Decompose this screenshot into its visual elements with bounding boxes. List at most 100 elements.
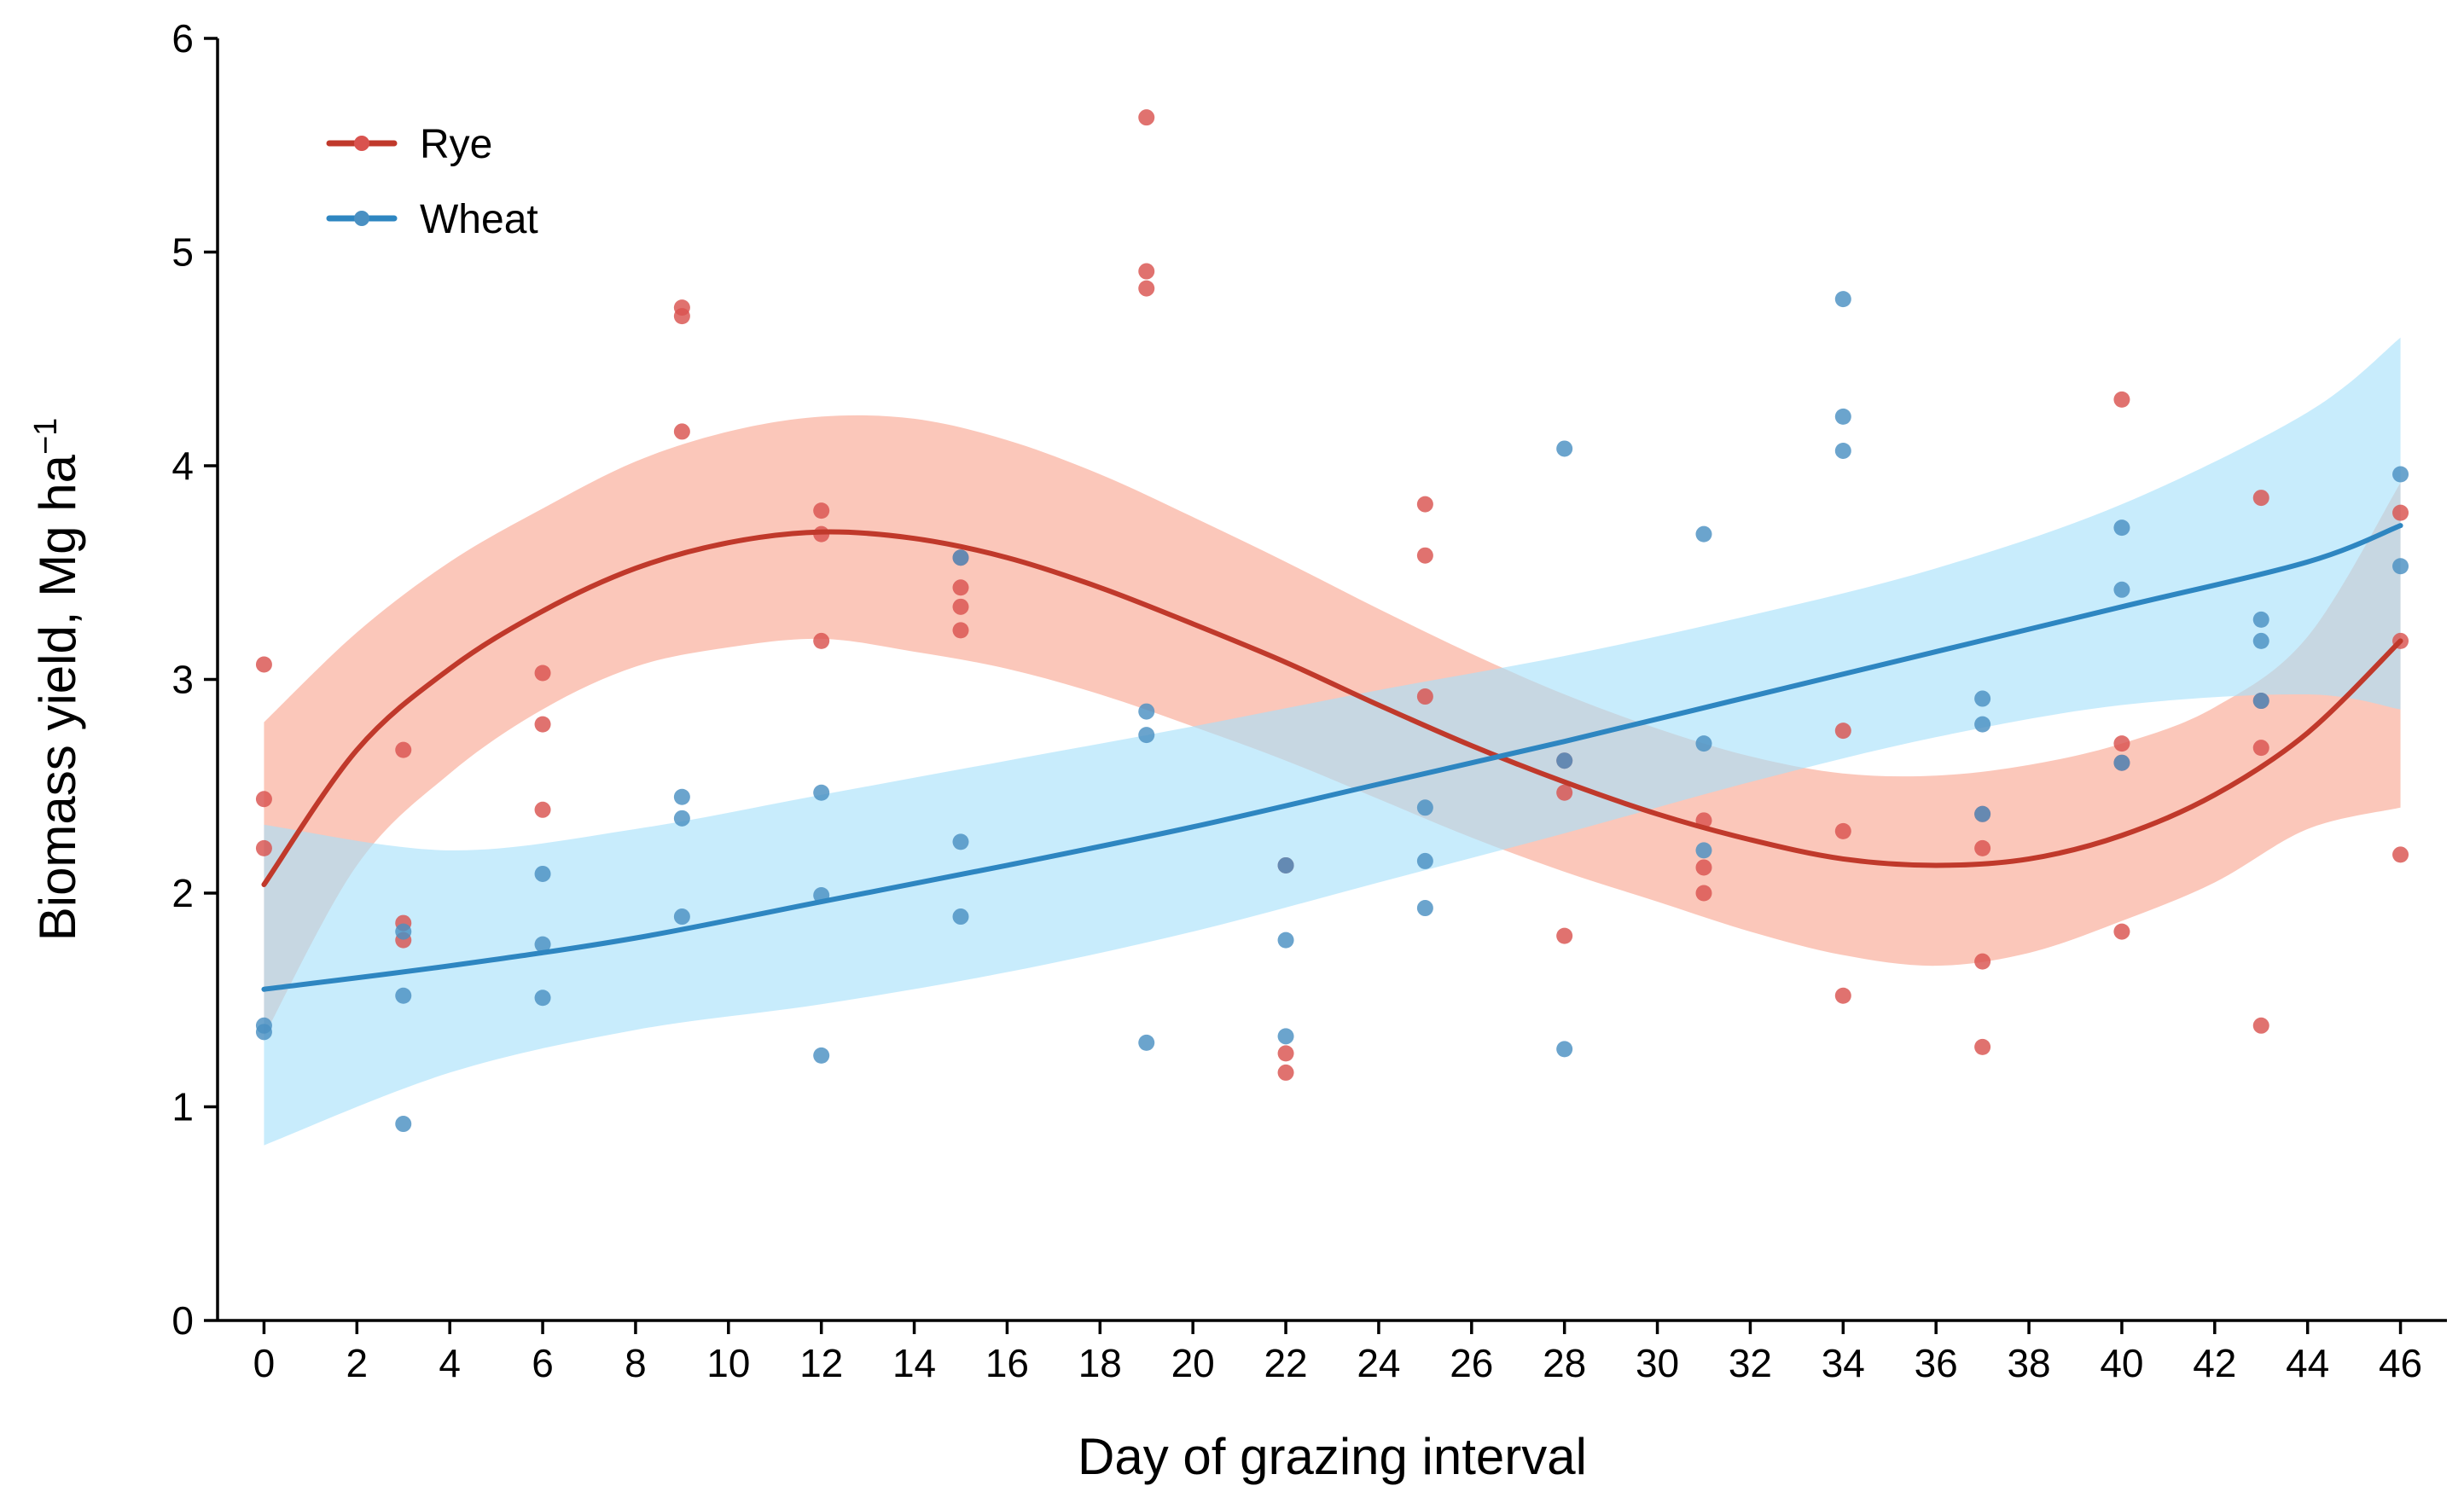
- data-point-wheat: [1974, 805, 1991, 822]
- data-point-rye: [1138, 109, 1155, 126]
- y-tick-label: 6: [171, 16, 194, 61]
- x-tick-label: 40: [2100, 1341, 2143, 1385]
- fit-line-rye: [261, 529, 2403, 887]
- data-point-rye: [2113, 735, 2130, 752]
- data-point-wheat: [255, 1024, 272, 1041]
- y-tick-label: 4: [171, 444, 194, 488]
- x-tick-label: 24: [1357, 1341, 1400, 1385]
- x-axis-title: Day of grazing interval: [1078, 1428, 1587, 1485]
- y-tick-label: 0: [171, 1298, 194, 1343]
- data-point-wheat: [1834, 442, 1851, 459]
- x-tick-label: 10: [706, 1341, 750, 1385]
- legend-item-wheat: Wheat: [326, 197, 538, 242]
- axes: 0 2 4 6 8 10 12 14 16 18 20 22 24 26 28 30 32 34 36 38 40 42 4…: [171, 16, 2447, 1385]
- fit-line-wheat: [261, 523, 2403, 992]
- data-point-wheat: [1974, 716, 1991, 733]
- data-point-wheat: [2392, 466, 2409, 483]
- x-tick-label: 26: [1450, 1341, 1493, 1385]
- data-point-rye: [534, 801, 551, 818]
- data-point-rye: [673, 308, 690, 325]
- legend-item-rye: Rye: [326, 122, 492, 167]
- data-point-rye: [1974, 1038, 1991, 1055]
- x-tick-label: 0: [253, 1341, 276, 1385]
- data-point-rye: [2252, 1017, 2269, 1034]
- data-point-rye: [1416, 547, 1433, 564]
- data-point-rye: [2392, 504, 2409, 521]
- data-point-wheat: [1277, 856, 1294, 873]
- x-tick-label: 22: [1264, 1341, 1307, 1385]
- x-tick-label: 16: [985, 1341, 1029, 1385]
- y-tick-label: 2: [171, 871, 194, 915]
- legend-marker-rye: [354, 136, 369, 151]
- data-point-wheat: [2113, 519, 2130, 537]
- data-point-rye: [1556, 784, 1573, 801]
- data-point-rye: [1695, 859, 1712, 876]
- data-point-rye: [255, 791, 272, 808]
- legend: Rye Wheat: [326, 122, 538, 242]
- data-point-wheat: [1416, 852, 1433, 869]
- data-point-rye: [534, 665, 551, 682]
- data-point-wheat: [1695, 842, 1712, 859]
- y-tick-label: 5: [171, 230, 194, 275]
- data-point-wheat: [673, 908, 690, 926]
- x-tick-label: 18: [1078, 1341, 1122, 1385]
- x-tick-label: 12: [799, 1341, 843, 1385]
- x-tick-label: 30: [1636, 1341, 1679, 1385]
- legend-label-rye: Rye: [420, 122, 492, 167]
- data-point-rye: [1138, 280, 1155, 297]
- data-point-rye: [1556, 927, 1573, 944]
- data-point-wheat: [2113, 581, 2130, 598]
- x-tick-label: 46: [2379, 1341, 2422, 1385]
- data-point-wheat: [2252, 611, 2269, 628]
- y-tick-label: 3: [171, 658, 194, 702]
- data-point-rye: [813, 632, 830, 649]
- data-point-wheat: [534, 936, 551, 953]
- data-point-rye: [255, 656, 272, 673]
- x-tick-label: 8: [625, 1341, 647, 1385]
- data-point-wheat: [2113, 754, 2130, 771]
- data-point-wheat: [1138, 703, 1155, 720]
- data-point-wheat: [534, 865, 551, 882]
- data-point-rye: [1277, 1064, 1294, 1081]
- y-axis-ticks: 0 1 2 3 4 5 6: [171, 16, 218, 1343]
- x-tick-label: 14: [892, 1341, 936, 1385]
- x-tick-label: 28: [1543, 1341, 1586, 1385]
- data-point-wheat: [1556, 440, 1573, 457]
- y-axis-title-main: Biomass yield, Mg ha: [29, 454, 86, 941]
- data-point-wheat: [1834, 408, 1851, 425]
- y-axis-title-superscript: −1: [28, 418, 64, 455]
- data-point-rye: [952, 598, 969, 615]
- data-point-wheat: [1695, 525, 1712, 543]
- data-point-wheat: [1556, 752, 1573, 769]
- data-point-wheat: [673, 810, 690, 827]
- data-point-wheat: [1974, 690, 1991, 707]
- data-point-rye: [1138, 263, 1155, 280]
- data-point-wheat: [2252, 632, 2269, 649]
- data-point-rye: [2252, 740, 2269, 757]
- data-point-rye: [2392, 846, 2409, 863]
- data-point-rye: [1974, 953, 1991, 970]
- fit-lines: [261, 523, 2403, 992]
- data-point-wheat: [2392, 558, 2409, 575]
- data-point-wheat: [1277, 932, 1294, 949]
- data-point-rye: [952, 622, 969, 639]
- data-point-rye: [1834, 723, 1851, 740]
- data-point-rye: [1416, 496, 1433, 513]
- x-tick-label: 34: [1822, 1341, 1865, 1385]
- legend-label-wheat: Wheat: [420, 197, 538, 242]
- x-tick-label: 38: [2007, 1341, 2050, 1385]
- data-point-rye: [1974, 839, 1991, 856]
- data-point-wheat: [2252, 693, 2269, 710]
- data-point-wheat: [1138, 727, 1155, 744]
- data-point-rye: [1834, 822, 1851, 839]
- x-tick-label: 32: [1729, 1341, 1772, 1385]
- data-point-rye: [1695, 885, 1712, 902]
- data-point-wheat: [1695, 735, 1712, 752]
- x-tick-label: 20: [1171, 1341, 1215, 1385]
- data-point-wheat: [673, 788, 690, 805]
- legend-marker-wheat: [354, 211, 369, 226]
- x-tick-label: 42: [2193, 1341, 2236, 1385]
- x-tick-label: 6: [532, 1341, 554, 1385]
- data-point-wheat: [1834, 291, 1851, 308]
